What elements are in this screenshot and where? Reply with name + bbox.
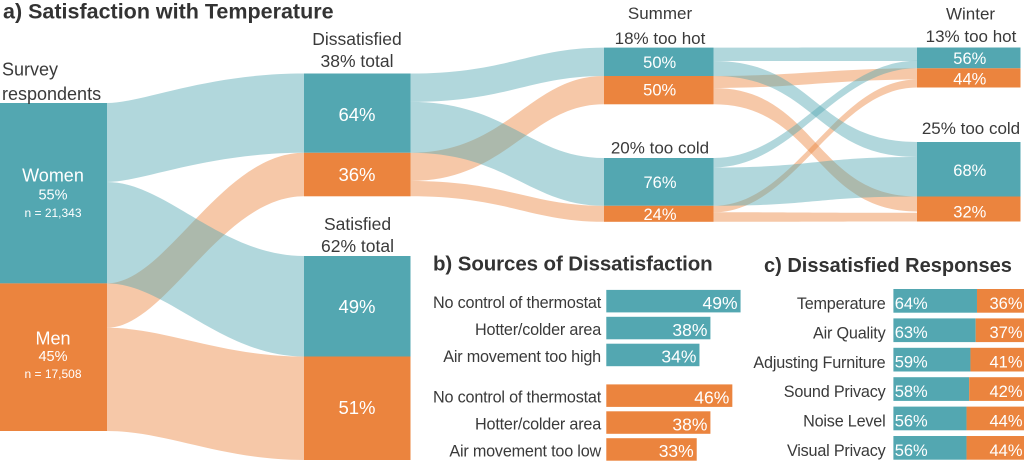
- svg-text:58%: 58%: [895, 383, 928, 401]
- svg-text:Men: Men: [35, 329, 70, 349]
- svg-text:25% too cold: 25% too cold: [922, 119, 1020, 138]
- svg-text:Sound Privacy: Sound Privacy: [784, 383, 887, 401]
- svg-text:Hotter/colder area: Hotter/colder area: [475, 321, 601, 339]
- svg-text:38% total: 38% total: [321, 51, 394, 71]
- svg-text:56%: 56%: [953, 50, 986, 68]
- svg-text:50%: 50%: [643, 82, 676, 100]
- svg-text:18% too hot: 18% too hot: [615, 29, 706, 48]
- svg-text:59%: 59%: [895, 354, 928, 372]
- svg-text:38%: 38%: [672, 320, 707, 340]
- svg-text:respondents: respondents: [2, 84, 101, 104]
- svg-text:Women: Women: [22, 166, 84, 186]
- svg-text:33%: 33%: [659, 441, 694, 461]
- svg-text:Noise Level: Noise Level: [803, 413, 885, 431]
- svg-text:Air movement too low: Air movement too low: [449, 442, 601, 460]
- svg-text:56%: 56%: [895, 442, 928, 460]
- svg-text:34%: 34%: [661, 347, 696, 367]
- svg-text:Survey: Survey: [2, 60, 58, 80]
- svg-text:Summer: Summer: [628, 4, 693, 23]
- svg-text:37%: 37%: [989, 324, 1022, 342]
- svg-text:n = 21,343: n = 21,343: [24, 206, 81, 220]
- svg-text:36%: 36%: [989, 295, 1022, 313]
- svg-text:44%: 44%: [989, 412, 1022, 430]
- svg-text:Visual Privacy: Visual Privacy: [787, 442, 887, 460]
- svg-text:No control of thermostat: No control of thermostat: [433, 389, 602, 407]
- svg-text:55%: 55%: [38, 188, 67, 204]
- svg-text:Satisfied: Satisfied: [324, 214, 391, 234]
- svg-text:Temperature: Temperature: [797, 295, 886, 313]
- svg-text:76%: 76%: [643, 174, 676, 192]
- svg-text:20% too cold: 20% too cold: [611, 139, 709, 158]
- svg-text:45%: 45%: [38, 349, 67, 365]
- svg-text:Hotter/colder area: Hotter/colder area: [475, 415, 601, 433]
- svg-text:No control of thermostat: No control of thermostat: [433, 294, 602, 312]
- svg-text:44%: 44%: [953, 70, 986, 88]
- svg-text:64%: 64%: [338, 104, 375, 125]
- svg-text:44%: 44%: [989, 442, 1022, 460]
- svg-text:38%: 38%: [672, 414, 707, 434]
- svg-text:13% too hot: 13% too hot: [926, 27, 1017, 46]
- svg-text:b) Sources of Dissatisfaction: b) Sources of Dissatisfaction: [433, 253, 713, 276]
- svg-text:50%: 50%: [643, 54, 676, 72]
- svg-text:a) Satisfaction with Temperatu: a) Satisfaction with Temperature: [3, 0, 334, 24]
- svg-text:49%: 49%: [338, 296, 375, 317]
- svg-text:68%: 68%: [953, 162, 986, 180]
- svg-text:Air movement too high: Air movement too high: [443, 348, 601, 366]
- svg-text:n = 17,508: n = 17,508: [24, 367, 81, 381]
- svg-text:Dissatisfied: Dissatisfied: [312, 29, 401, 49]
- svg-text:Air Quality: Air Quality: [813, 324, 887, 342]
- svg-text:56%: 56%: [895, 412, 928, 430]
- svg-text:Winter: Winter: [946, 5, 995, 24]
- svg-text:42%: 42%: [989, 383, 1022, 401]
- svg-text:c) Dissatisfied Responses: c) Dissatisfied Responses: [764, 255, 1012, 277]
- svg-text:41%: 41%: [989, 354, 1022, 372]
- svg-text:62% total: 62% total: [321, 236, 394, 256]
- svg-text:49%: 49%: [703, 293, 738, 313]
- svg-text:51%: 51%: [338, 397, 375, 418]
- svg-text:46%: 46%: [694, 387, 729, 407]
- svg-text:24%: 24%: [643, 206, 676, 224]
- svg-text:36%: 36%: [338, 164, 375, 185]
- svg-text:64%: 64%: [895, 295, 928, 313]
- svg-text:63%: 63%: [895, 324, 928, 342]
- svg-text:32%: 32%: [953, 204, 986, 222]
- svg-text:Adjusting Furniture: Adjusting Furniture: [753, 354, 885, 372]
